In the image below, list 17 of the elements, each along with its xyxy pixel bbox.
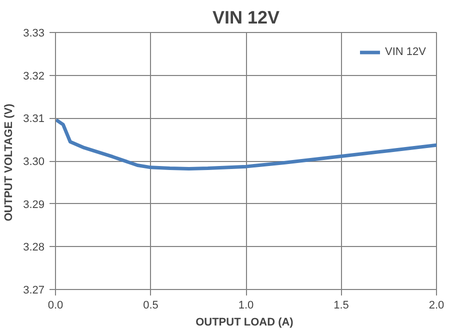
y-tick-label: 3.32 — [23, 70, 45, 82]
legend-label: VIN 12V — [385, 46, 426, 58]
y-tick-label: 3.30 — [23, 156, 45, 168]
x-tick-label: 0.0 — [48, 300, 64, 312]
x-tick-label: 1.0 — [238, 300, 254, 312]
y-tick-label: 3.31 — [23, 113, 45, 126]
x-axis-title: OUTPUT LOAD (A) — [196, 316, 294, 328]
x-tick-label: 2.0 — [428, 300, 444, 312]
y-tick-label: 3.28 — [23, 242, 45, 254]
y-tick-label: 3.29 — [23, 198, 45, 211]
y-tick-label: 3.27 — [23, 284, 45, 296]
x-tick-label: 0.5 — [143, 300, 158, 312]
y-axis-title: OUTPUT VOLTAGE (V) — [3, 103, 16, 222]
y-tick-label: 3.33 — [23, 28, 45, 40]
chart-title: VIN 12V — [212, 8, 280, 28]
line-series — [56, 118, 436, 170]
x-tick-label: 1.5 — [334, 300, 349, 312]
